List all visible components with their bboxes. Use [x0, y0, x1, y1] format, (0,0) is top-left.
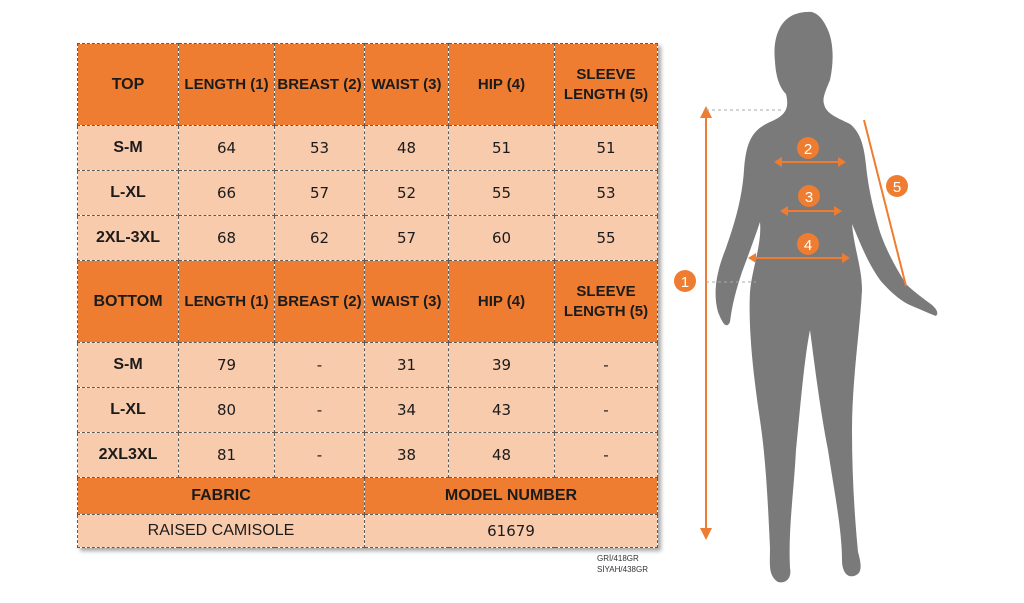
table-row: 2XL-3XL 68 62 57 60 55	[77, 215, 658, 261]
hip-cell: 48	[448, 432, 555, 478]
waist-cell: 48	[364, 125, 449, 171]
waist-cell: 38	[364, 432, 449, 478]
hip-cell: 39	[448, 342, 555, 388]
breast-cell: -	[274, 387, 365, 433]
breast-header: BREAST (2)	[274, 260, 365, 343]
marker-3-icon: 3	[798, 185, 820, 207]
hip-cell: 51	[448, 125, 555, 171]
table-row: S-M 79 - 31 39 -	[77, 342, 658, 388]
marker-4-icon: 4	[797, 233, 819, 255]
hip-header: HIP (4)	[448, 43, 555, 126]
color-code-grey: GRİ/418GR	[597, 554, 639, 563]
marker-2-label: 2	[804, 141, 812, 158]
hip-cell: 43	[448, 387, 555, 433]
size-cell: L-XL	[77, 387, 179, 433]
fabric-label: FABRIC	[77, 477, 365, 515]
sleeve-cell: -	[554, 387, 658, 433]
waist-header: WAIST (3)	[364, 260, 449, 343]
sleeve-cell: -	[554, 342, 658, 388]
size-cell: 2XL-3XL	[77, 215, 179, 261]
length-cell: 68	[178, 215, 275, 261]
model-number-label: MODEL NUMBER	[364, 477, 658, 515]
length-cell: 66	[178, 170, 275, 216]
color-code-black: SİYAH/438GR	[597, 565, 648, 574]
length-header: LENGTH (1)	[178, 43, 275, 126]
marker-1-icon: 1	[674, 270, 696, 292]
marker-2-icon: 2	[797, 137, 819, 159]
marker-1-label: 1	[681, 274, 689, 291]
hip-header: HIP (4)	[448, 260, 555, 343]
sleeve-cell: 53	[554, 170, 658, 216]
length-cell: 80	[178, 387, 275, 433]
length-header: LENGTH (1)	[178, 260, 275, 343]
size-cell: 2XL3XL	[77, 432, 179, 478]
body-measurement-figure: 1 2 3 4 5	[674, 11, 938, 583]
waist-cell: 34	[364, 387, 449, 433]
size-chart-table: TOP LENGTH (1) BREAST (2) WAIST (3) HIP …	[77, 43, 658, 548]
footer-header-row: FABRIC MODEL NUMBER	[77, 477, 658, 515]
waist-cell: 31	[364, 342, 449, 388]
table-row: L-XL 80 - 34 43 -	[77, 387, 658, 433]
marker-5-label: 5	[893, 179, 901, 196]
fabric-value: RAISED CAMISOLE	[77, 514, 365, 548]
length-cell: 79	[178, 342, 275, 388]
color-codes: GRİ/418GR SİYAH/438GR	[597, 553, 648, 575]
sleeve-cell: -	[554, 432, 658, 478]
breast-cell: -	[274, 342, 365, 388]
marker-3-label: 3	[805, 189, 813, 206]
waist-header: WAIST (3)	[364, 43, 449, 126]
length-cell: 64	[178, 125, 275, 171]
reference-lines	[706, 109, 782, 283]
bottom-header-row: BOTTOM LENGTH (1) BREAST (2) WAIST (3) H…	[77, 260, 658, 343]
breast-cell: 62	[274, 215, 365, 261]
top-header-row: TOP LENGTH (1) BREAST (2) WAIST (3) HIP …	[77, 43, 658, 126]
model-number-value: 61679	[364, 514, 658, 548]
sleeve-cell: 55	[554, 215, 658, 261]
waist-cell: 57	[364, 215, 449, 261]
breast-cell: 57	[274, 170, 365, 216]
bottom-label: BOTTOM	[77, 260, 179, 343]
size-cell: S-M	[77, 125, 179, 171]
waist-cell: 52	[364, 170, 449, 216]
marker-4-label: 4	[804, 237, 812, 254]
measurement-arrowheads	[700, 106, 850, 540]
woman-silhouette-icon	[715, 11, 938, 583]
sleeve-cell: 51	[554, 125, 658, 171]
sleeve-length-header: SLEEVE LENGTH (5)	[554, 43, 658, 126]
table-row: 2XL3XL 81 - 38 48 -	[77, 432, 658, 478]
breast-cell: -	[274, 432, 365, 478]
table-row: S-M 64 53 48 51 51	[77, 125, 658, 171]
sleeve-length-header: SLEEVE LENGTH (5)	[554, 260, 658, 343]
marker-5-icon: 5	[886, 175, 908, 197]
breast-header: BREAST (2)	[274, 43, 365, 126]
length-cell: 81	[178, 432, 275, 478]
top-label: TOP	[77, 43, 179, 126]
hip-cell: 55	[448, 170, 555, 216]
breast-cell: 53	[274, 125, 365, 171]
hip-cell: 60	[448, 215, 555, 261]
size-cell: L-XL	[77, 170, 179, 216]
size-cell: S-M	[77, 342, 179, 388]
measurement-guides	[705, 110, 907, 536]
footer-value-row: RAISED CAMISOLE 61679	[77, 514, 658, 548]
table-row: L-XL 66 57 52 55 53	[77, 170, 658, 216]
